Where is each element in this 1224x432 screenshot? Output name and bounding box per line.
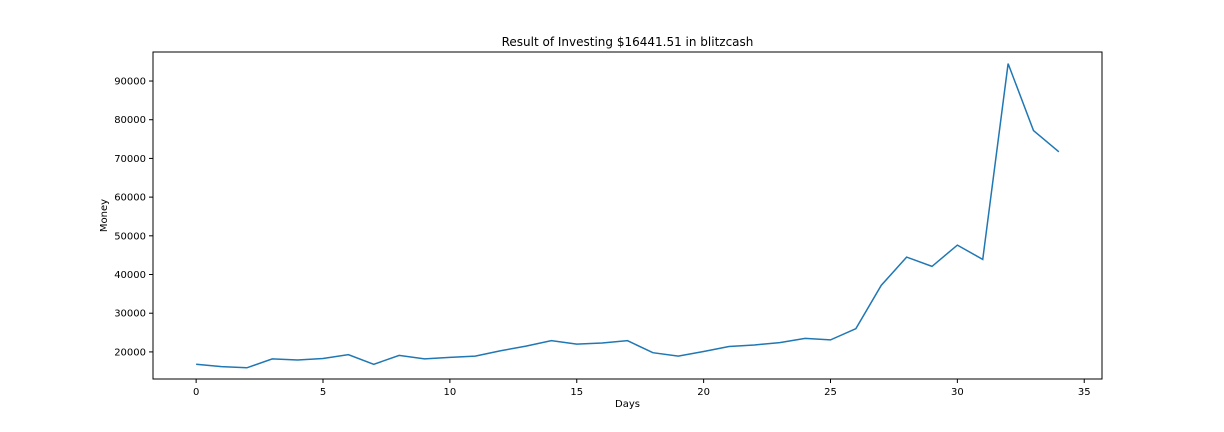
x-axis-label: Days — [615, 399, 640, 410]
x-tick-label: 15 — [570, 387, 583, 398]
y-axis: 20000 30000 40000 50000 60000 70000 80000 90000 — [114, 77, 153, 358]
x-axis: 0 5 10 15 20 25 30 35 — [193, 379, 1091, 398]
y-tick-label: 70000 — [114, 154, 146, 165]
series-line — [196, 63, 1060, 369]
x-tick-label: 20 — [697, 387, 710, 398]
y-tick-label: 60000 — [114, 193, 146, 204]
y-axis-label: Money — [99, 199, 110, 232]
y-tick-label: 50000 — [114, 231, 146, 242]
y-tick-label: 20000 — [114, 347, 146, 358]
x-tick-label: 10 — [444, 387, 457, 398]
x-tick-label: 25 — [824, 387, 837, 398]
y-tick-label: 90000 — [114, 77, 146, 88]
plot-area — [152, 51, 1103, 380]
y-tick-label: 40000 — [114, 270, 146, 281]
y-tick-label: 30000 — [114, 309, 146, 320]
x-tick-label: 35 — [1078, 387, 1091, 398]
x-tick-label: 5 — [320, 387, 326, 398]
x-tick-label: 0 — [193, 387, 199, 398]
x-tick-label: 30 — [951, 387, 964, 398]
chart-title: Result of Investing $16441.51 in blitzca… — [502, 35, 754, 49]
y-tick-label: 80000 — [114, 115, 146, 126]
